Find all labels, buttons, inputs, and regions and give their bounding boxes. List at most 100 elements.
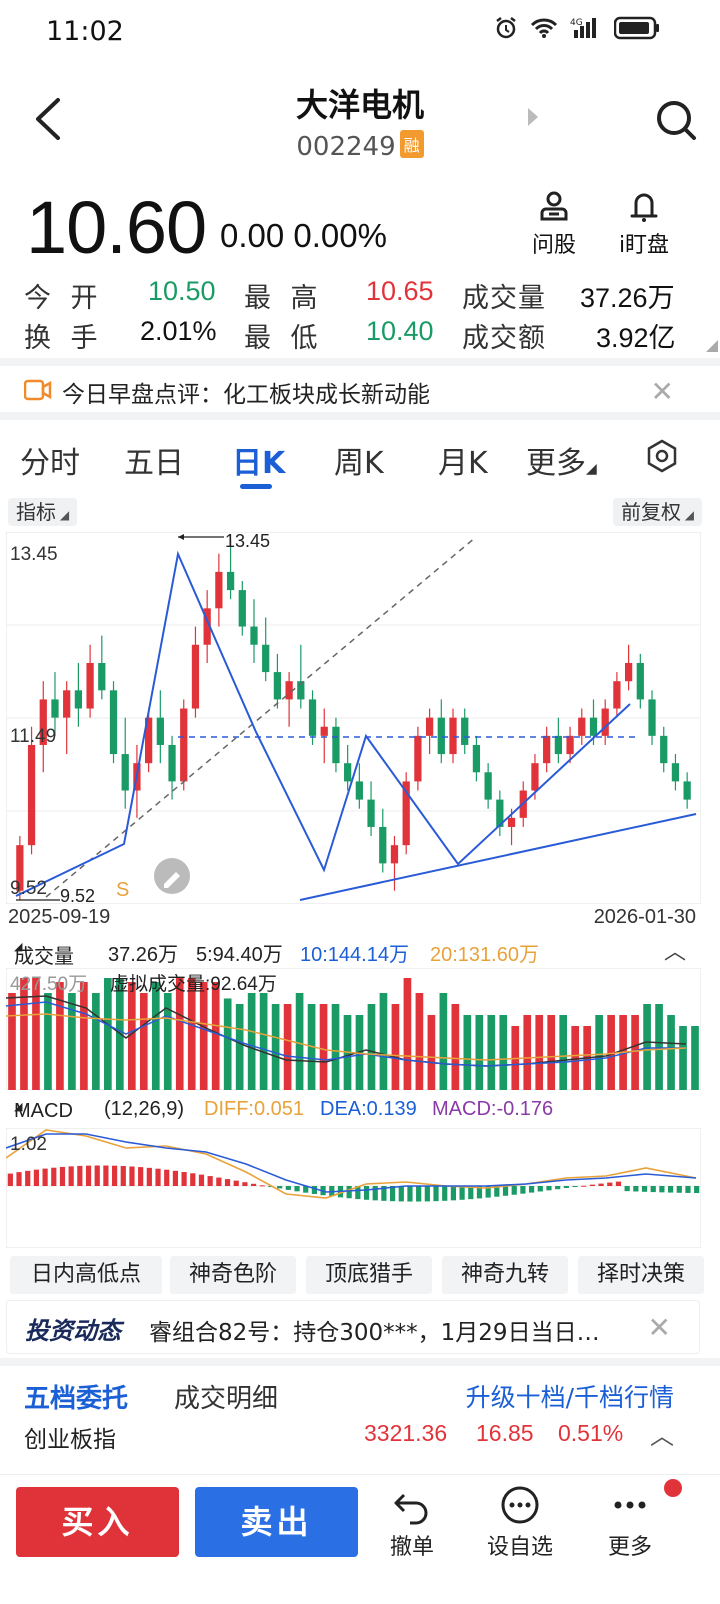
macd-bar: [607, 1182, 613, 1186]
investment-news-bar[interactable]: 投资动态 睿组合82号：持仓300***，1月29日当日… ✕: [6, 1300, 700, 1354]
candle-body: [98, 662, 106, 691]
candle-body: [145, 717, 153, 764]
more-label: 更多: [607, 1535, 652, 1560]
tab-five-day[interactable]: 五日: [124, 446, 184, 481]
close-icon[interactable]: ✕: [647, 1311, 671, 1344]
macd-bar: [433, 1186, 439, 1202]
candle-body: [180, 708, 188, 782]
candle-body: [16, 845, 24, 891]
volume-bar: [20, 978, 28, 1090]
tab-month-k[interactable]: 月K: [438, 446, 488, 481]
volume-bar: [559, 1015, 568, 1090]
indicator-button[interactable]: 指标 ◢: [8, 498, 78, 526]
macd-bar: [511, 1186, 517, 1195]
undo-icon: [394, 1493, 428, 1525]
tab-order-book[interactable]: 五档委托: [24, 1384, 129, 1414]
next-stock-arrow-icon[interactable]: [528, 108, 538, 126]
collapse-icon[interactable]: ︿: [664, 939, 687, 964]
macd-chart[interactable]: 1.02: [6, 1128, 701, 1248]
macd-bar: [572, 1186, 578, 1187]
more-button[interactable]: 更多: [580, 1485, 680, 1561]
alarm-icon: [496, 17, 516, 39]
search-icon[interactable]: [654, 98, 698, 142]
upgrade-level2-link[interactable]: 升级十档/千档行情: [465, 1383, 674, 1412]
candle-body: [531, 763, 539, 791]
volume-bar: [247, 993, 256, 1090]
tab-week-k[interactable]: 周K: [334, 446, 384, 481]
volume-bar: [259, 993, 268, 1090]
volume-chart[interactable]: 427.50万 虚拟成交量:92.64万: [6, 968, 701, 1090]
buy-button[interactable]: 买入: [16, 1487, 179, 1557]
draw-tool-icon[interactable]: [154, 858, 190, 894]
add-watchlist-button[interactable]: 设自选: [470, 1485, 570, 1561]
tab-timeshare[interactable]: 分时: [20, 446, 80, 481]
candle-body: [601, 708, 609, 736]
macd-bar: [546, 1186, 552, 1191]
volume-indicator-label: 成交量: [14, 946, 74, 968]
volume-bar: [571, 1026, 580, 1090]
candle-body: [461, 717, 469, 745]
volume-bar: [295, 993, 304, 1090]
ask-stock-button[interactable]: 问股: [514, 189, 594, 259]
candle-body: [238, 590, 246, 627]
macd-bar: [641, 1186, 648, 1192]
volume-bar: [331, 1004, 340, 1090]
volume-bar: [391, 1004, 400, 1090]
macd-bar: [68, 1166, 74, 1186]
macd-dea: DEA:0.139: [320, 1098, 417, 1120]
open-label: 今 开: [24, 283, 104, 313]
candle-body: [39, 699, 47, 745]
stock-code: 002249: [296, 132, 396, 162]
macd-bar: [16, 1172, 22, 1186]
sell-signal-label: S: [116, 879, 129, 901]
volume-bar: [643, 1004, 651, 1090]
macd-bar: [685, 1186, 691, 1193]
investment-logo: 投资动态: [25, 1317, 121, 1345]
macd-bar: [138, 1167, 144, 1186]
watch-button[interactable]: i盯盘: [604, 189, 684, 259]
news-bar[interactable]: 今日早盘点评：化工板块成长新动能 ✕: [0, 365, 720, 413]
sell-button[interactable]: 卖出: [195, 1487, 358, 1557]
adjust-button[interactable]: 前复权 ◢: [612, 498, 702, 526]
change-value: 0.00: [220, 217, 285, 254]
volume-ma10: 10:144.14万: [300, 944, 409, 966]
volume-header: 成交量 ◢ 37.26万 5:94.40万 10:144.14万 20:131.…: [0, 936, 720, 968]
candle-body: [273, 672, 282, 700]
candle-body: [203, 608, 211, 645]
volume-bar: [595, 1015, 603, 1090]
macd-bar: [224, 1179, 231, 1186]
volume-bar: [68, 993, 76, 1090]
tool-intraday-highlow[interactable]: 日内高低点: [10, 1256, 162, 1294]
adjust-label: 前复权: [620, 500, 681, 524]
index-change: 16.85: [476, 1420, 534, 1446]
macd-bar: [450, 1186, 457, 1201]
settings-hexagon-icon[interactable]: [644, 438, 680, 474]
macd-bar: [659, 1186, 665, 1193]
volume-bar: [655, 1004, 663, 1090]
close-icon[interactable]: ✕: [650, 375, 674, 408]
index-row[interactable]: 创业板指 3321.36 16.85 0.51% ︿: [0, 1418, 720, 1454]
tab-day-k[interactable]: 日K: [232, 446, 286, 481]
cancel-order-button[interactable]: 撤单: [362, 1485, 462, 1561]
tab-trade-detail[interactable]: 成交明细: [174, 1384, 279, 1414]
candle-body: [285, 681, 293, 700]
tool-timing[interactable]: 择时决策: [578, 1256, 704, 1294]
macd-bar: [129, 1166, 135, 1186]
kline-chart[interactable]: 13.45 9.52 13.45 11.49 9.52 S: [6, 532, 701, 904]
back-icon[interactable]: [30, 96, 70, 142]
macd-bar: [407, 1186, 413, 1202]
tool-color-scale[interactable]: 神奇色阶: [170, 1256, 296, 1294]
index-value: 3321.36: [364, 1420, 448, 1446]
chevron-up-icon[interactable]: ︿: [650, 1423, 674, 1450]
macd-bar: [33, 1169, 40, 1186]
volume-bar: [175, 978, 184, 1090]
candle-body: [344, 763, 352, 782]
volume-bar: [667, 1015, 675, 1090]
tool-top-bottom[interactable]: 顶底猎手: [306, 1256, 432, 1294]
tool-nine-turn[interactable]: 神奇九转: [442, 1256, 568, 1294]
tab-more[interactable]: 更多◢: [526, 438, 597, 482]
high-marker-label: 13.45: [225, 532, 270, 551]
volume-bar: [271, 1004, 280, 1090]
expand-corner-icon[interactable]: [706, 340, 718, 352]
volume-bar: [104, 978, 112, 1090]
